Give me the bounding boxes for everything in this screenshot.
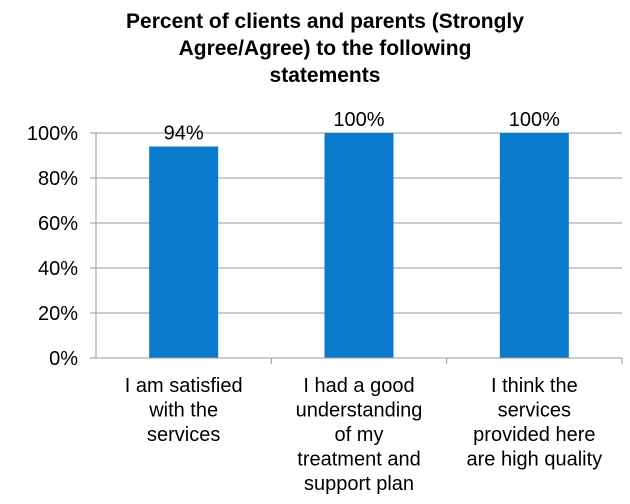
y-tick-label: 40% [38, 258, 78, 280]
x-category-label-line: are high quality [467, 449, 603, 471]
chart-title-line: statements [269, 64, 381, 87]
y-tick-label: 0% [49, 348, 78, 370]
bar-data-label: 94% [164, 123, 204, 145]
chart-title: Percent of clients and parents (Strongly… [60, 8, 590, 89]
chart-title-line: Agree/Agree) to the following [178, 37, 472, 60]
x-category-label-line: support plan [304, 473, 414, 495]
bar [149, 146, 219, 358]
y-tick-label: 60% [38, 213, 78, 235]
x-category-label-line: treatment and [297, 449, 420, 471]
x-category-label: I had a good understanding of my treatment … [296, 375, 423, 495]
x-category-label-line: of my [335, 424, 384, 446]
y-tick-label: 100% [27, 123, 78, 145]
x-category-label-line: I think the [491, 375, 578, 397]
x-category-label: I am satisfied with the services [125, 375, 243, 446]
x-category-label-line: understanding [296, 400, 423, 422]
bar-data-label: 100% [509, 109, 560, 131]
x-category-label-line: I am satisfied [125, 375, 243, 397]
x-category-label-line: services [147, 424, 220, 446]
bar [324, 133, 394, 358]
x-category-label-line: with the [148, 400, 218, 422]
bar-data-label: 100% [333, 109, 384, 131]
bar [499, 133, 569, 358]
chart-title-line: Percent of clients and parents (Strongly [126, 10, 524, 33]
x-category-label-line: services [498, 400, 571, 422]
x-category-label-line: provided here [473, 424, 595, 446]
y-tick-label: 80% [38, 168, 78, 190]
x-category-label-line: I had a good [303, 375, 414, 397]
x-category-label: I think the services provided here are high… [467, 375, 603, 471]
y-tick-label: 20% [38, 303, 78, 325]
